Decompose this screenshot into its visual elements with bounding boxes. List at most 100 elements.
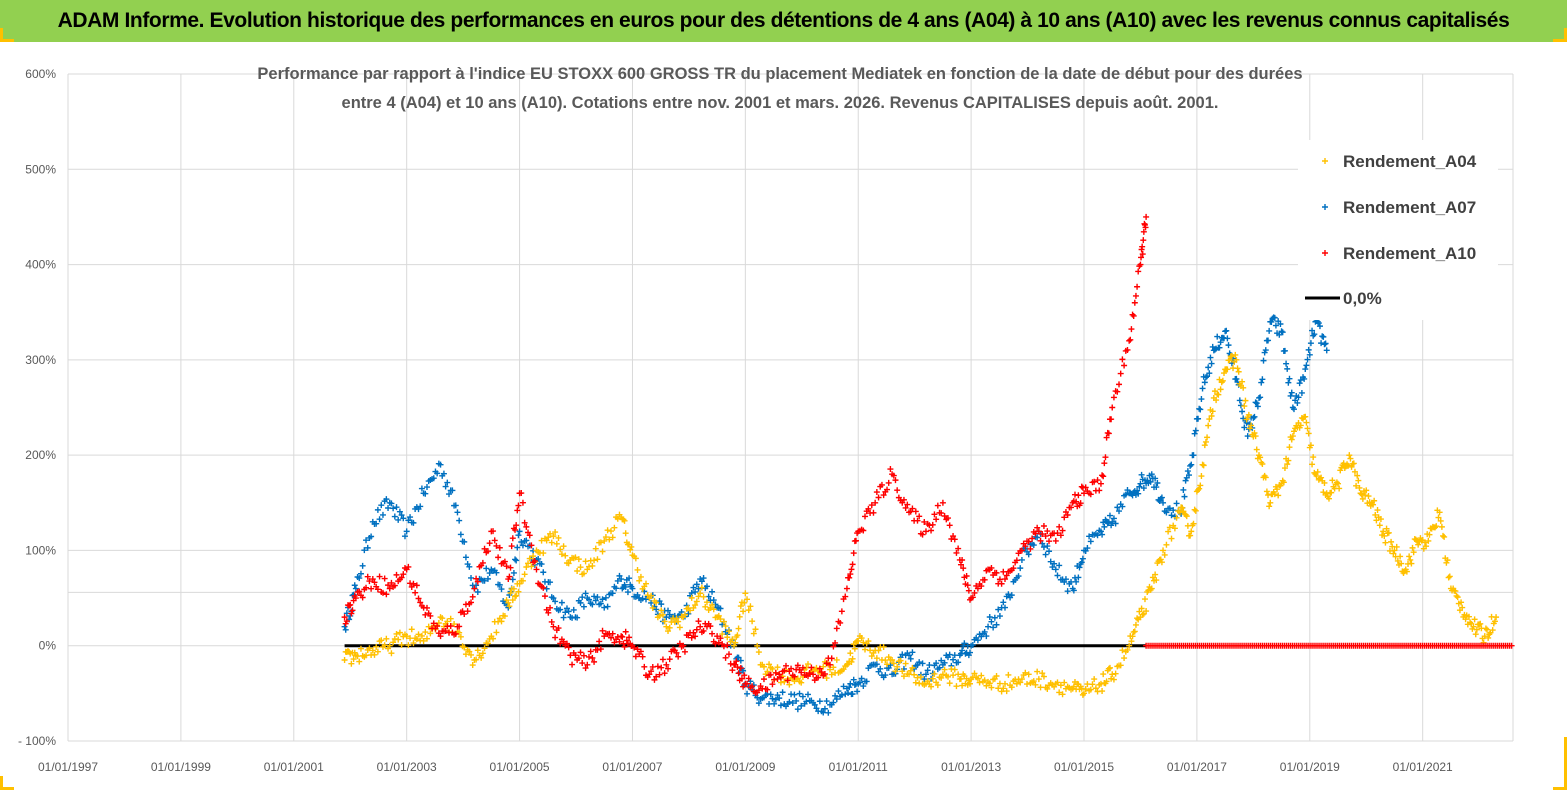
data-point-marker [1103,678,1110,685]
data-point-marker [806,669,813,676]
data-point-marker [1140,485,1147,492]
data-point-marker [601,537,608,544]
data-point-marker [408,583,415,590]
data-point-marker [401,565,408,571]
data-point-marker [821,670,828,677]
data-point-marker [484,575,491,582]
data-point-marker [803,698,810,705]
data-point-marker [507,589,514,596]
data-point-marker [1081,490,1088,497]
data-point-marker [922,528,929,535]
data-point-marker [1307,340,1314,347]
data-point-marker [1015,676,1022,683]
data-point-marker [1315,320,1322,327]
data-point-marker [461,644,468,651]
data-point-marker [398,574,405,581]
data-point-marker [565,560,572,567]
data-point-marker [1017,679,1024,686]
data-point-marker [852,537,859,544]
data-point-marker [609,590,616,597]
data-point-marker [574,567,581,574]
data-point-marker [644,674,651,681]
data-point-marker [523,523,530,530]
data-point-marker [1208,412,1215,419]
data-point-marker [1100,473,1107,480]
data-point-marker [1508,642,1515,649]
data-point-marker [417,599,424,606]
data-point-marker [565,644,572,651]
data-point-marker [1225,342,1232,349]
data-point-marker [1465,613,1472,620]
data-point-marker [665,607,672,614]
data-point-marker [1175,508,1182,515]
data-point-marker [897,657,904,664]
data-point-marker [1382,539,1389,546]
data-point-marker [622,530,629,537]
data-point-marker [1219,377,1226,384]
data-point-marker [479,559,486,566]
data-point-marker [998,604,1005,611]
data-point-marker [909,649,916,656]
data-point-marker [1398,560,1405,567]
data-point-marker [553,540,560,547]
data-point-marker [678,613,685,620]
data-point-marker [813,664,820,671]
data-point-marker [764,686,771,693]
data-point-marker [685,610,692,617]
data-point-marker [1025,538,1032,545]
data-point-marker [1309,461,1316,468]
data-point-marker [816,665,823,672]
data-point-marker [717,635,724,642]
data-point-marker [1468,620,1475,627]
data-point-marker [1197,406,1204,413]
data-point-marker [351,649,358,656]
data-point-marker [823,698,830,705]
data-point-marker [351,582,358,589]
data-point-marker [1245,426,1252,433]
data-point-marker [1262,474,1269,481]
data-point-marker [486,540,493,547]
data-point-marker [1394,557,1401,564]
data-point-marker [1144,477,1151,484]
data-point-marker [440,470,447,477]
data-point-marker [1184,468,1191,475]
data-point-marker [1390,550,1397,557]
data-point-marker [616,572,623,579]
data-point-marker [774,664,781,671]
data-point-marker [513,557,520,564]
data-point-marker [594,646,601,653]
data-point-marker [1377,516,1384,523]
data-point-marker [1340,460,1347,467]
data-point-marker [811,701,818,708]
data-point-marker [1110,676,1117,683]
data-point-marker [531,557,538,564]
data-point-marker [1263,488,1270,495]
y-tick-label: 100% [25,543,56,557]
data-point-marker [1062,576,1069,583]
data-point-marker [1163,509,1170,516]
data-point-marker [1005,671,1012,678]
data-point-marker [552,634,559,641]
data-point-marker [1231,358,1238,365]
data-point-marker [1216,344,1223,351]
data-point-marker [350,591,357,598]
data-point-marker [695,585,702,592]
data-point-marker [1200,462,1207,469]
data-point-marker [514,544,521,551]
data-point-marker [969,594,976,601]
data-point-marker [916,659,923,666]
data-point-marker [760,676,767,683]
data-point-marker [750,630,757,637]
data-point-marker [965,677,972,684]
data-point-marker [1353,482,1360,489]
data-point-marker [767,671,774,678]
data-point-marker [924,667,931,674]
data-point-marker [821,705,828,712]
data-point-marker [430,475,437,482]
data-point-marker [1136,483,1143,490]
data-point-marker [1191,430,1198,437]
data-point-marker [1412,536,1419,543]
data-point-marker [1037,537,1044,544]
data-point-marker [1276,331,1283,338]
data-point-marker [506,573,513,580]
